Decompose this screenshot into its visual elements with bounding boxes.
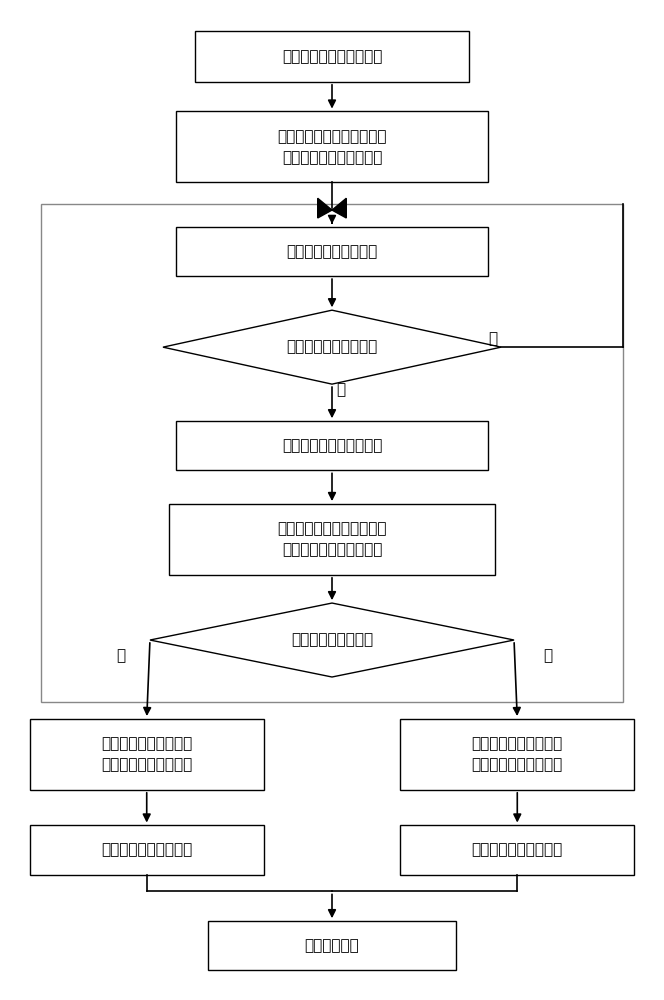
Bar (195, 31, 469, 82)
Bar (176, 227, 488, 276)
Bar (41, 204, 623, 702)
Polygon shape (332, 198, 347, 218)
Text: 所有元器件上电，初始化: 所有元器件上电，初始化 (282, 49, 382, 64)
Bar (208, 921, 456, 970)
Text: 人为解除报警: 人为解除报警 (305, 938, 359, 953)
Polygon shape (150, 603, 514, 677)
Text: 测温装置温度实时监测: 测温装置温度实时监测 (286, 244, 378, 259)
Bar (169, 504, 495, 575)
Bar (400, 825, 634, 875)
Text: 温度在预设温度范围内: 温度在预设温度范围内 (286, 340, 378, 355)
Text: 轴流风机、制冷机动作: 轴流风机、制冷机动作 (101, 843, 193, 858)
Bar (176, 421, 488, 470)
Text: 是: 是 (489, 331, 498, 346)
Text: 根据几何方法确定温度异常
点相对于箱体角落的坐标: 根据几何方法确定温度异常 点相对于箱体角落的坐标 (278, 521, 386, 557)
Text: 设定预设温度范围值，包括
最大温度值和最小温度值: 设定预设温度范围值，包括 最大温度值和最小温度值 (278, 129, 386, 165)
Text: 温度大于最大温度值: 温度大于最大温度值 (291, 633, 373, 648)
Text: 处理器发送温低控制信
号至轴流风机、制冷机: 处理器发送温低控制信 号至轴流风机、制冷机 (471, 736, 563, 772)
Text: 是: 是 (116, 648, 125, 663)
Polygon shape (317, 198, 332, 218)
Bar (176, 111, 488, 182)
Bar (400, 719, 634, 790)
Text: 轴流风机、制冷机动作: 轴流风机、制冷机动作 (471, 843, 563, 858)
Polygon shape (163, 310, 501, 384)
Bar (30, 719, 264, 790)
Text: 处理器发送温高控制信
号至轴流风机、制冷机: 处理器发送温高控制信 号至轴流风机、制冷机 (101, 736, 193, 772)
Bar (30, 825, 264, 875)
Text: 发送报警信号至报警装置: 发送报警信号至报警装置 (282, 438, 382, 453)
Text: 否: 否 (543, 648, 552, 663)
Text: 否: 否 (336, 382, 345, 397)
